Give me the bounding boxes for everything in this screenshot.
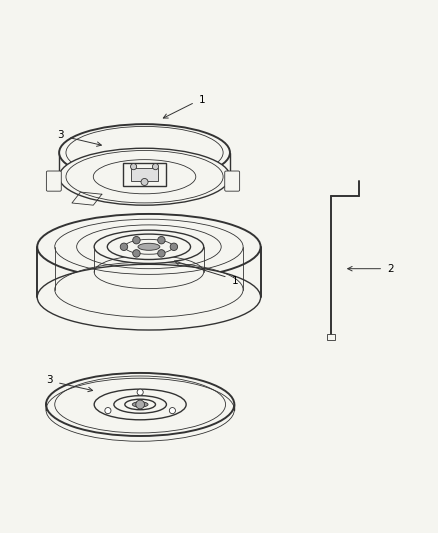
Ellipse shape — [59, 148, 230, 205]
Ellipse shape — [114, 395, 166, 413]
Text: 3: 3 — [57, 130, 64, 140]
Circle shape — [131, 164, 137, 169]
Circle shape — [170, 243, 178, 251]
Ellipse shape — [132, 402, 148, 407]
Circle shape — [105, 408, 111, 414]
Ellipse shape — [94, 389, 186, 420]
Ellipse shape — [37, 214, 261, 280]
Text: 3: 3 — [46, 375, 53, 385]
Ellipse shape — [59, 124, 230, 181]
Ellipse shape — [125, 399, 155, 410]
Ellipse shape — [46, 373, 234, 436]
Circle shape — [133, 237, 140, 244]
Bar — [123, 163, 166, 186]
Circle shape — [120, 243, 128, 251]
Circle shape — [170, 408, 176, 414]
FancyBboxPatch shape — [225, 171, 240, 191]
Text: 2: 2 — [388, 264, 394, 273]
Circle shape — [133, 249, 140, 257]
Circle shape — [136, 400, 145, 409]
Bar — [327, 334, 335, 340]
Circle shape — [158, 249, 165, 257]
Circle shape — [141, 179, 148, 185]
Ellipse shape — [107, 234, 191, 260]
Ellipse shape — [37, 264, 261, 330]
Circle shape — [158, 237, 165, 244]
Ellipse shape — [94, 230, 204, 263]
Circle shape — [137, 389, 143, 395]
Bar — [131, 168, 158, 181]
Circle shape — [152, 164, 159, 169]
FancyBboxPatch shape — [46, 171, 61, 191]
Ellipse shape — [138, 243, 160, 251]
Text: 1: 1 — [199, 95, 206, 105]
Text: 1: 1 — [232, 276, 239, 286]
